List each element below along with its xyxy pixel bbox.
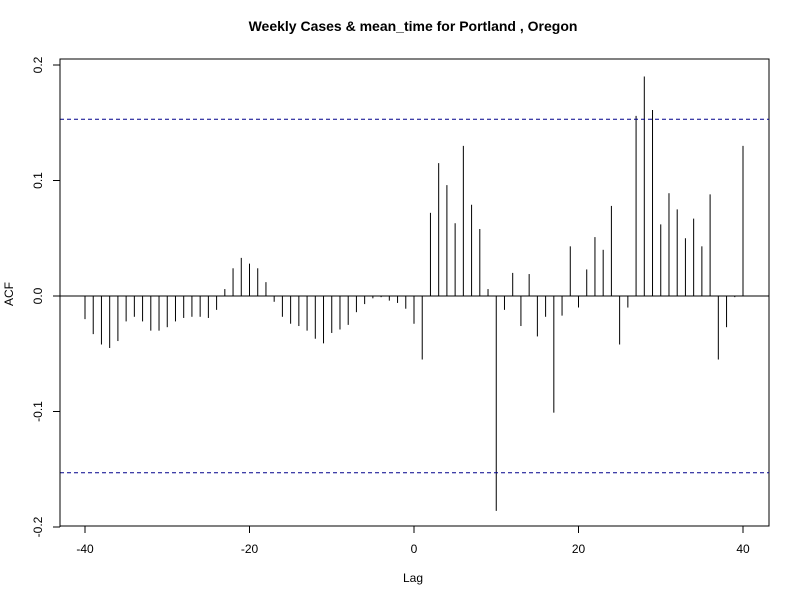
x-tick-label: 40 (736, 542, 750, 556)
y-axis: -0.2 -0.1 0.0 0.1 0.2 (31, 56, 61, 537)
y-tick-label: -0.2 (31, 516, 45, 537)
acf-bars (84, 76, 744, 511)
plot-frame (59, 58, 770, 527)
x-tick-label: -20 (241, 542, 259, 556)
y-axis-label: ACF (2, 282, 16, 306)
x-tick-label: -40 (76, 542, 94, 556)
chart-title: Weekly Cases & mean_time for Portland , … (249, 18, 578, 34)
y-tick-label: 0.1 (31, 172, 45, 189)
y-tick-label: 0.2 (31, 56, 45, 73)
x-axis-label: Lag (403, 571, 423, 585)
x-tick-label: 20 (572, 542, 586, 556)
x-axis: -40 -20 0 20 40 (76, 525, 750, 556)
x-tick-label: 0 (411, 542, 418, 556)
y-tick-label: -0.1 (31, 401, 45, 422)
y-tick-label: 0.0 (31, 287, 45, 304)
